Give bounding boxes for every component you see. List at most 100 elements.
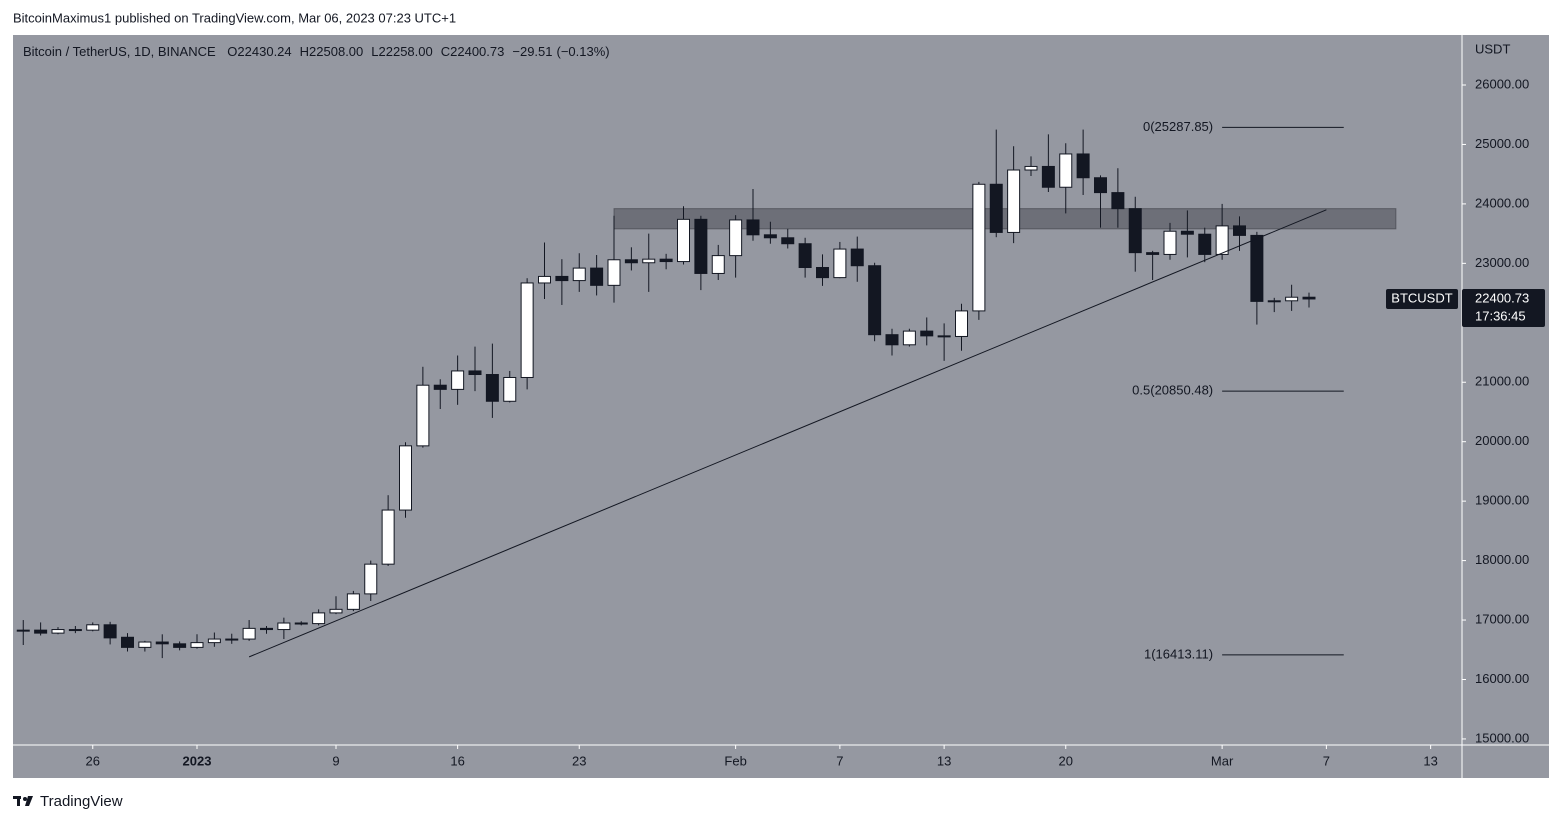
- ohlc-value: 22400.73: [450, 44, 504, 59]
- candle-body: [68, 629, 82, 632]
- candle-body: [538, 275, 551, 284]
- candle-body: [225, 638, 239, 641]
- candle-body: [190, 642, 204, 648]
- candle-body: [312, 612, 326, 625]
- candle-body: [138, 641, 152, 648]
- x-tick-label: Mar: [1211, 753, 1234, 768]
- logo-stem: [17, 796, 20, 806]
- candle-body: [694, 218, 708, 274]
- chart-title: Bitcoin / TetherUS, 1D, BINANCE: [23, 44, 216, 59]
- candle-body: [1267, 300, 1281, 303]
- candle-body: [260, 627, 273, 631]
- candle-body: [1041, 165, 1055, 188]
- last-price: 22400.73: [1475, 290, 1529, 305]
- x-tick-label: 2023: [183, 753, 212, 768]
- ohlc-value: 22508.00: [309, 44, 363, 59]
- candle-body: [207, 638, 221, 644]
- candle-body: [850, 248, 864, 267]
- fib-label: 0.5(20850.48): [1132, 383, 1213, 398]
- y-tick-label: 17000.00: [1475, 611, 1529, 626]
- countdown: 17:36:45: [1475, 308, 1526, 323]
- candle-body: [1111, 192, 1125, 210]
- candle-body: [34, 629, 48, 634]
- candle-body: [781, 237, 795, 245]
- candle-body: [433, 384, 447, 390]
- candle-body: [1076, 153, 1090, 179]
- candle-body: [242, 627, 256, 640]
- x-tick-label: 7: [836, 753, 843, 768]
- x-tick-label: 16: [450, 753, 464, 768]
- ohlc-key: O: [227, 44, 237, 59]
- x-tick-label: 7: [1323, 753, 1330, 768]
- axis-unit: USDT: [1475, 41, 1510, 56]
- candle-body: [555, 275, 569, 282]
- y-tick-label: 20000.00: [1475, 433, 1529, 448]
- candle-body: [590, 267, 604, 286]
- candle-body: [711, 255, 725, 274]
- candle-body: [1180, 230, 1194, 235]
- y-tick-label: 18000.00: [1475, 552, 1529, 567]
- candle-body: [1007, 169, 1021, 233]
- candle-body: [920, 330, 934, 337]
- candle-body: [103, 624, 117, 639]
- candle-body: [989, 183, 1003, 233]
- candle-body: [451, 370, 465, 390]
- candle-body: [833, 248, 847, 279]
- candle-body: [798, 243, 812, 269]
- logo-slash: [25, 796, 33, 806]
- y-tick-label: 26000.00: [1475, 76, 1529, 91]
- candle-body: [1250, 234, 1264, 302]
- candle-body: [277, 622, 291, 631]
- candle-body: [1024, 165, 1038, 171]
- y-tick-label: 15000.00: [1475, 730, 1529, 745]
- price-box: [1462, 288, 1545, 327]
- x-tick-label: Feb: [724, 753, 746, 768]
- candle-body: [642, 258, 656, 264]
- ohlc-key: L: [371, 44, 378, 59]
- candle-body: [677, 218, 690, 263]
- footer-brand: TradingView: [40, 793, 123, 810]
- ohlc-key: C: [441, 44, 450, 59]
- candle-body: [1233, 225, 1246, 236]
- change-pct: (−0.13%): [557, 44, 610, 59]
- plot: 0(25287.85) 0.5(20850.48) 1(16413.11): [16, 119, 1397, 661]
- candle-body: [399, 445, 412, 511]
- change: −29.51: [512, 44, 552, 59]
- price-marker: [1386, 288, 1458, 309]
- candle-body: [816, 267, 829, 279]
- candle-body: [572, 267, 586, 282]
- x-tick-label: 13: [1423, 753, 1437, 768]
- candle-body: [659, 258, 673, 263]
- candle-body: [902, 330, 916, 346]
- candle-body: [885, 334, 899, 346]
- x-tick-label: 23: [572, 753, 586, 768]
- candle-body: [746, 219, 760, 236]
- candle-body: [955, 310, 968, 337]
- y-tick-label: 23000.00: [1475, 255, 1529, 270]
- x-tick-label: 20: [1059, 753, 1073, 768]
- candle-body: [1163, 230, 1177, 255]
- candle-body: [868, 265, 882, 336]
- candle-body: [937, 335, 951, 338]
- candle-body: [416, 384, 430, 447]
- candle-body: [503, 376, 517, 402]
- logo-dot: [23, 797, 27, 801]
- candle-body: [1128, 208, 1142, 254]
- fib-label: 0(25287.85): [1143, 119, 1213, 134]
- candle-body: [51, 629, 65, 634]
- candle-body: [329, 608, 343, 614]
- y-tick-label: 19000.00: [1475, 493, 1529, 508]
- ohlc-key: H: [300, 44, 309, 59]
- chart-background: [13, 35, 1549, 778]
- trendline: [248, 209, 1327, 658]
- candle-body: [1215, 225, 1229, 255]
- y-tick-label: 21000.00: [1475, 374, 1529, 389]
- candle-body: [86, 624, 100, 631]
- candle-body: [1198, 233, 1212, 255]
- candle-body: [763, 234, 777, 239]
- candle-body: [346, 593, 360, 610]
- candle-body: [364, 563, 378, 595]
- candle-body: [485, 374, 499, 402]
- x-tick-label: 13: [937, 753, 951, 768]
- candle-body: [16, 629, 30, 632]
